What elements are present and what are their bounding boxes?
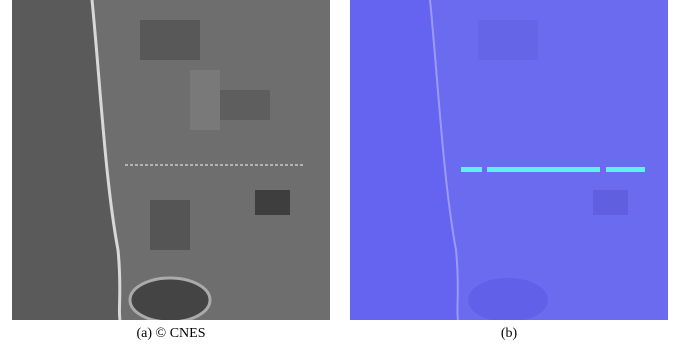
satellite-image <box>12 0 330 320</box>
caption: (b) <box>501 326 518 341</box>
detection-map <box>350 0 668 320</box>
caption: (a) © CNES <box>137 326 206 341</box>
